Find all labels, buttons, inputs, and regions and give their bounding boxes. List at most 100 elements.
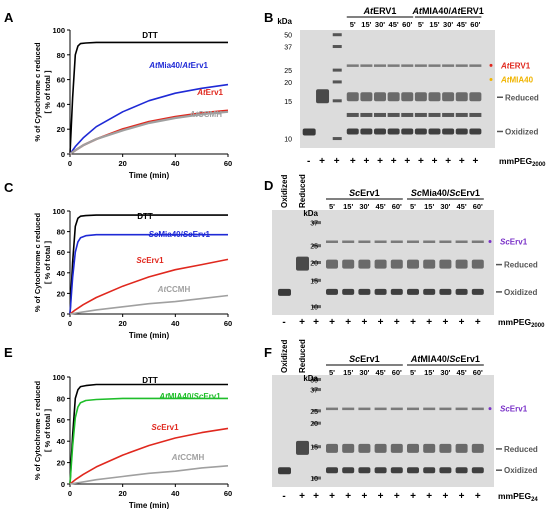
- reduced-band: [471, 259, 484, 269]
- y-axis-label: % of Cytochrome c reduced[ % of total ]: [33, 212, 52, 312]
- column-label: Oxidized: [280, 340, 289, 373]
- marker-band: [312, 221, 321, 225]
- y-tick-label: 80: [57, 51, 65, 60]
- reduced-band: [316, 89, 330, 104]
- series-label: ScMia40/ScErv1: [149, 230, 211, 239]
- oxidized-band: [455, 288, 468, 295]
- marker-label: 25: [310, 409, 318, 416]
- marker-label: 37: [310, 221, 318, 228]
- mid-band: [428, 112, 441, 117]
- sign-label: +: [363, 156, 369, 167]
- sign-label: -: [282, 491, 285, 502]
- time-label: 15': [343, 202, 353, 211]
- panel-letter: D: [264, 178, 273, 193]
- mid-band: [360, 112, 373, 117]
- mid-band: [346, 112, 359, 117]
- erv1-band: [455, 64, 468, 67]
- series-label: DTT: [142, 31, 158, 40]
- panel-letter: F: [264, 345, 272, 360]
- sign-label: +: [378, 491, 384, 502]
- time-label: 15': [343, 368, 353, 377]
- erv1-band: [414, 64, 427, 67]
- band-dot: [488, 407, 492, 411]
- y-tick-label: 60: [57, 248, 65, 257]
- panel-letter: B: [264, 10, 273, 25]
- oxidized-band: [439, 288, 452, 295]
- oxidized-band: [342, 467, 355, 474]
- sign-label: +: [378, 317, 384, 328]
- sign-label: +: [472, 156, 478, 167]
- marker-band: [332, 80, 342, 84]
- y-tick-label: 80: [57, 394, 65, 403]
- band-label: Oxidized: [504, 288, 537, 297]
- series-label: DTT: [137, 212, 153, 221]
- band-label: ScErv1: [500, 238, 528, 247]
- reduced-band: [455, 259, 468, 269]
- oxidized-band: [390, 288, 403, 295]
- marker-band: [312, 476, 321, 480]
- marker-band: [312, 244, 321, 248]
- group-label: AtMIA40/ScErv1: [410, 354, 480, 364]
- x-tick-label: 60: [224, 489, 232, 498]
- series-line: [69, 258, 229, 315]
- gel-background: [300, 30, 495, 148]
- band-label: Reduced: [504, 445, 538, 454]
- marker-label: 15: [310, 278, 318, 285]
- oxidized-band: [358, 467, 371, 474]
- erv1-band: [342, 240, 355, 243]
- y-tick-label: 0: [61, 150, 65, 159]
- band-label: ScErv1: [500, 405, 528, 414]
- marker-label: 25: [284, 68, 292, 75]
- erv1-band: [407, 407, 419, 411]
- oxidized-band: [471, 288, 484, 295]
- sign-label: +: [319, 156, 325, 167]
- series-label: ScErv1: [151, 423, 179, 432]
- x-tick-label: 20: [118, 319, 126, 328]
- sign-label: +: [394, 317, 400, 328]
- series-label: AtCCMH: [171, 453, 205, 462]
- reduced-band: [471, 443, 484, 453]
- reduced-band: [342, 259, 355, 269]
- time-label: 5': [410, 202, 416, 211]
- marker-label: 10: [284, 137, 292, 144]
- sign-label: +: [418, 156, 424, 167]
- reduced-band: [439, 443, 452, 453]
- marker-band: [312, 445, 321, 449]
- y-tick-label: 40: [57, 437, 65, 446]
- time-label: 45': [389, 20, 399, 29]
- series-line: [69, 397, 228, 485]
- oxidized-band: [407, 467, 419, 474]
- oxidized-band: [469, 128, 482, 135]
- band-dot: [488, 240, 492, 243]
- time-label: 15': [429, 20, 439, 29]
- marker-label: 10: [310, 476, 318, 483]
- erv1-band: [423, 407, 436, 411]
- group-label: ScErv1: [349, 354, 380, 364]
- marker-label: 15: [284, 99, 292, 106]
- marker-label: 50: [310, 377, 318, 384]
- erv1-band: [374, 64, 387, 67]
- reduced-band: [442, 92, 455, 102]
- erv1-band: [326, 407, 338, 411]
- y-tick-label: 0: [61, 480, 65, 489]
- mid-band: [414, 112, 427, 117]
- reagent-label: mmPEG2000: [498, 317, 545, 329]
- group-label: ScErv1: [349, 188, 380, 198]
- marker-band: [312, 305, 321, 309]
- panel-letter: A: [4, 10, 14, 25]
- erv1-band: [407, 240, 419, 243]
- time-label: 15': [424, 202, 434, 211]
- reduced-band: [387, 92, 400, 102]
- oxidized-band: [342, 288, 355, 295]
- time-label: 30': [440, 368, 450, 377]
- series-line: [69, 214, 228, 315]
- reduced-band: [360, 92, 373, 102]
- sign-label: +: [459, 491, 465, 502]
- series-line: [69, 83, 229, 155]
- oxidized-band: [374, 467, 387, 474]
- erv1-band: [439, 240, 452, 243]
- reduced-band: [346, 92, 359, 102]
- erv1-band: [374, 407, 387, 411]
- band-dot: [489, 78, 493, 82]
